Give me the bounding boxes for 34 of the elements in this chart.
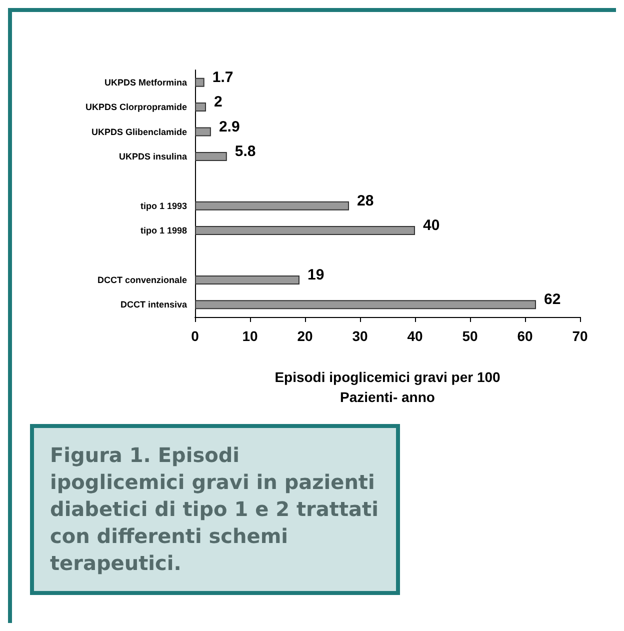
data-label: 28: [357, 192, 374, 210]
x-tick-label: 0: [191, 328, 200, 344]
data-label: 62: [544, 291, 561, 308]
data-label: 2: [214, 94, 222, 111]
x-tick-label: 20: [297, 328, 313, 344]
x-axis-title: Episodi ipoglicemici gravi per 100 Pazienti- anno: [274, 369, 501, 405]
bar: [195, 152, 227, 161]
text: Figura 1. Episodi ipoglicemici gravi in pazienti diabetici di tipo 1 e 2 trattati con differenti schemi terapeutici.: [30, 424, 400, 595]
bar: [195, 300, 536, 310]
bar: [195, 201, 349, 210]
bar: [195, 127, 211, 136]
x-tick-label: 60: [517, 328, 533, 344]
x-tick-label: 10: [242, 328, 258, 344]
bar: [195, 226, 415, 236]
y-tick-label: UKPDS Metformina: [104, 77, 188, 88]
data-label: 1.7: [212, 68, 234, 86]
x-tick-label: 50: [462, 328, 478, 344]
y-tick-label: UKPDS insulina: [118, 151, 188, 162]
data-label: 40: [423, 217, 440, 234]
bar: [195, 102, 206, 112]
x-tick-label: 40: [407, 328, 423, 344]
data-label: 5.8: [234, 142, 256, 160]
y-tick-label: UKPDS Clorpropramide: [85, 102, 187, 112]
bar: [195, 78, 204, 87]
data-label: 19: [308, 266, 324, 284]
y-tick-label: DCCT intensiva: [120, 300, 188, 310]
x-tick-label: 30: [352, 328, 368, 344]
y-tick-label: tipo 1 1993: [140, 200, 187, 211]
data-label: 2.9: [218, 118, 240, 136]
y-tick-label: tipo 1 1998: [140, 226, 187, 236]
y-tick-label: UKPDS Glibenclamide: [91, 126, 187, 137]
bar: [195, 275, 300, 284]
y-tick-label: DCCT convenzionale: [97, 274, 187, 285]
x-tick-label: 70: [572, 328, 588, 344]
